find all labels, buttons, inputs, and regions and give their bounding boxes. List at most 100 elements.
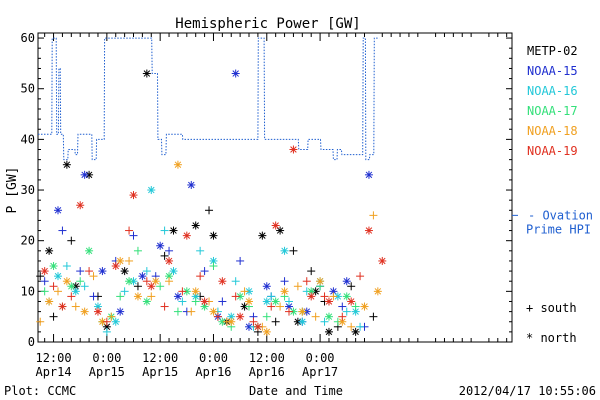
south-marker — [173, 307, 182, 316]
north-marker — [133, 292, 142, 301]
north-marker — [49, 262, 58, 271]
south-marker — [231, 277, 240, 286]
north-marker — [351, 327, 360, 336]
north-marker — [147, 186, 156, 195]
x-tick-date-label: Apr17 — [302, 365, 338, 379]
south-marker — [142, 277, 151, 286]
south-marker — [129, 231, 138, 240]
y-tick-label: 0 — [28, 335, 35, 349]
south-marker — [125, 226, 134, 235]
south-marker — [165, 246, 174, 255]
south-marker — [156, 282, 165, 291]
y-tick-label: 20 — [21, 234, 35, 248]
south-marker — [271, 317, 280, 326]
south-marker — [196, 272, 205, 281]
south-marker — [356, 322, 365, 331]
north-marker — [129, 191, 138, 200]
north-marker — [324, 327, 333, 336]
south-marker — [147, 292, 156, 301]
south-marker — [49, 312, 58, 321]
south-marker — [205, 206, 214, 215]
south-marker — [85, 267, 94, 276]
y-tick-label: 10 — [21, 284, 35, 298]
x-tick-time-label: 12:00 — [35, 351, 71, 365]
marker-legend-entry: + south — [526, 301, 577, 315]
north-marker — [58, 302, 67, 311]
plot-area-border — [37, 32, 513, 343]
north-marker — [200, 297, 209, 306]
data-markers — [36, 69, 387, 336]
north-marker — [62, 277, 71, 286]
south-marker — [80, 282, 89, 291]
north-marker — [289, 145, 298, 154]
legend: METP-02 NOAA-15 NOAA-16 NOAA-17 NOAA-18 NOAA-… — [526, 44, 578, 345]
chart-title: Hemispheric Power [GW] — [175, 16, 360, 32]
south-marker — [196, 246, 205, 255]
south-marker — [89, 292, 98, 301]
north-marker — [191, 221, 200, 230]
south-marker — [320, 292, 329, 301]
y-axis-ticks: 0 10 20 30 40 50 60 — [21, 31, 512, 349]
north-marker — [231, 69, 240, 78]
north-marker — [316, 277, 325, 286]
south-marker — [284, 307, 293, 316]
ovation-prime-hpi-line — [38, 37, 380, 161]
north-marker — [53, 272, 62, 281]
south-marker — [231, 292, 240, 301]
south-marker — [329, 292, 338, 301]
south-marker — [40, 287, 49, 296]
south-marker — [160, 251, 169, 260]
south-marker — [338, 312, 347, 321]
south-marker — [125, 256, 134, 265]
marker-legend-entry: * north — [526, 331, 577, 345]
north-marker — [80, 307, 89, 316]
x-tick-date-label: Apr15 — [89, 365, 125, 379]
south-marker — [307, 267, 316, 276]
north-marker — [165, 256, 174, 265]
north-marker — [351, 307, 360, 316]
north-marker — [324, 297, 333, 306]
north-marker — [200, 302, 209, 311]
north-marker — [262, 327, 271, 336]
north-marker — [182, 231, 191, 240]
north-marker — [364, 170, 373, 179]
north-marker — [298, 317, 307, 326]
south-marker — [89, 272, 98, 281]
footer-timestamp: 2012/04/17 10:55:06 — [459, 384, 596, 398]
north-marker — [218, 277, 227, 286]
south-marker — [49, 282, 58, 291]
north-marker — [271, 297, 280, 306]
north-marker — [245, 297, 254, 306]
legend-entry: METP-02 — [527, 44, 578, 58]
north-marker — [262, 297, 271, 306]
legend-entry: NOAA-15 — [527, 64, 578, 78]
south-marker — [289, 246, 298, 255]
north-marker — [98, 267, 107, 276]
south-marker — [347, 282, 356, 291]
north-marker — [85, 246, 94, 255]
y-tick-label: 60 — [21, 31, 35, 45]
north-marker — [227, 317, 236, 326]
north-marker — [111, 262, 120, 271]
x-tick-date-label: Apr15 — [142, 365, 178, 379]
south-marker — [191, 297, 200, 306]
south-marker — [76, 267, 85, 276]
south-marker — [342, 307, 351, 316]
north-marker — [289, 307, 298, 316]
south-marker — [218, 297, 227, 306]
x-tick-time-label: 0:00 — [199, 351, 228, 365]
north-marker — [342, 277, 351, 286]
north-marker — [333, 292, 342, 301]
north-marker — [169, 226, 178, 235]
x-tick-time-label: 12:00 — [142, 351, 178, 365]
north-marker — [253, 322, 262, 331]
north-marker — [209, 256, 218, 265]
south-marker — [67, 236, 76, 245]
legend-entry: NOAA-19 — [527, 144, 578, 158]
south-marker — [160, 302, 169, 311]
south-marker — [213, 312, 222, 321]
north-marker — [227, 312, 236, 321]
south-marker — [116, 292, 125, 301]
south-marker — [165, 277, 174, 286]
